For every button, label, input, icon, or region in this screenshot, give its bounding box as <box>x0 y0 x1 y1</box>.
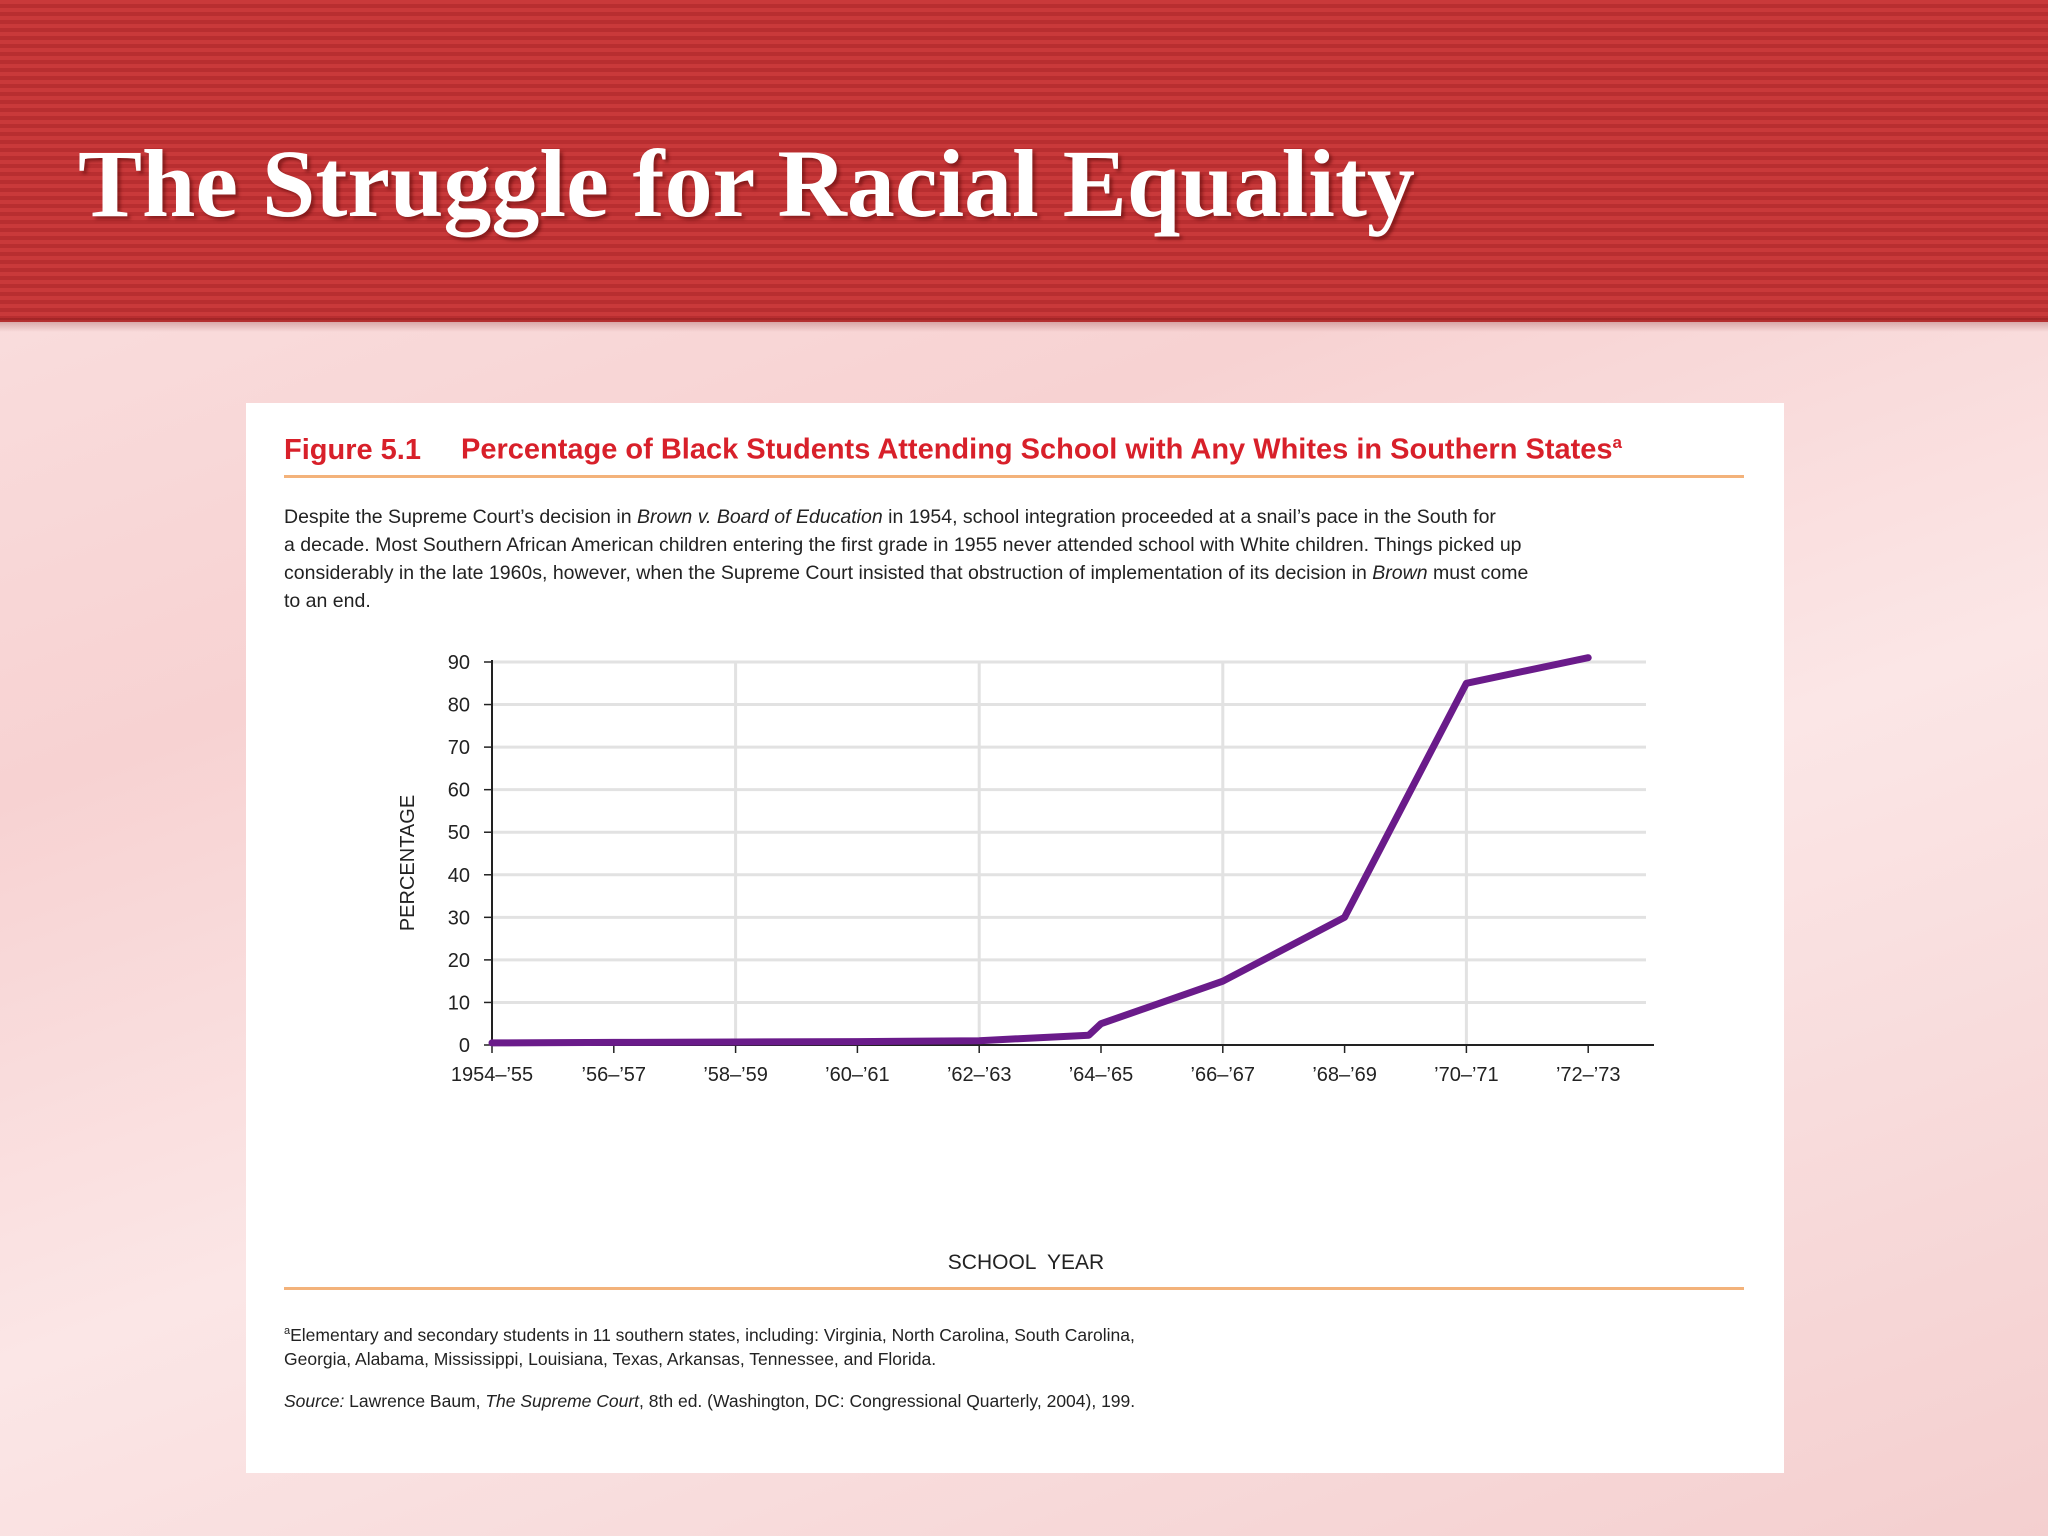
caption-line-4: to an end. <box>284 590 371 612</box>
slide-header-bar <box>0 0 2048 322</box>
y-tick-label: 40 <box>448 865 470 887</box>
x-tick-label: 1954–’55 <box>451 1064 533 1086</box>
source-text: , 8th ed. (Washington, DC: Congressional… <box>639 1391 1136 1411</box>
x-tick-label: ’62–’63 <box>947 1064 1012 1086</box>
y-tick-label: 60 <box>448 780 470 802</box>
y-tick-label: 90 <box>448 652 470 674</box>
footnote-line-1: aElementary and secondary students in 11… <box>284 1319 1384 1347</box>
figure-panel: Figure 5.1 Percentage of Black Students A… <box>246 403 1784 1473</box>
x-tick-label: ’58–’59 <box>703 1064 768 1086</box>
x-tick-label: ’56–’57 <box>582 1064 647 1086</box>
x-tick-label: ’68–’69 <box>1312 1064 1377 1086</box>
figure-title-text: Percentage of Black Students Attending S… <box>461 433 1613 466</box>
caption-case-name: Brown v. Board of Education <box>637 506 883 528</box>
caption-text: must come <box>1427 562 1529 584</box>
vertical-gridlines <box>734 662 1468 1045</box>
footnote-line-2: Georgia, Alabama, Mississippi, Louisiana… <box>284 1348 937 1369</box>
figure-title: Figure 5.1 Percentage of Black Students A… <box>284 433 1622 467</box>
figure-title-marker: a <box>1612 433 1623 452</box>
source-book-title: The Supreme Court <box>485 1391 640 1411</box>
y-tick-label: 20 <box>448 950 470 972</box>
x-tick-labels: 1954–’55 ’56–’57 ’58–’59 ’60–’61 ’62–’63 ’64–… <box>451 1064 1621 1086</box>
caption-line-2: a decade. Most Southern African American… <box>284 534 1522 556</box>
x-tick-label: ’60–’61 <box>825 1064 890 1086</box>
header-shadow <box>0 318 2048 332</box>
bottom-divider <box>284 1287 1744 1290</box>
line-chart: 0 10 20 30 40 50 60 70 80 90 1954–’55 ’56–’57 ’58–’… <box>397 652 1654 1274</box>
y-axis-label: PERCENTAGE <box>397 795 419 931</box>
caption-case-name: Brown <box>1372 562 1428 584</box>
y-tick-label: 70 <box>448 737 470 759</box>
y-tick-label: 10 <box>448 992 470 1014</box>
caption-line-1: Despite the Supreme Court’s decision in … <box>284 503 1754 531</box>
x-tick-label: ’70–’71 <box>1434 1064 1499 1086</box>
x-tick-label: ’64–’65 <box>1069 1064 1134 1086</box>
figure-caption: Despite the Supreme Court’s decision in … <box>284 503 1754 615</box>
figure-number: Figure 5.1 <box>284 433 421 466</box>
series-line <box>488 654 1592 1047</box>
footnote: aElementary and secondary students in 11… <box>284 1319 1384 1371</box>
y-tick-label: 0 <box>459 1035 470 1057</box>
source-text: Lawrence Baum, <box>344 1391 486 1411</box>
footnote-text: Elementary and secondary students in 11 … <box>290 1324 1135 1345</box>
footnote-marker: a <box>284 1325 291 1337</box>
axes <box>484 660 1654 1053</box>
x-axis-label: SCHOOL YEAR <box>948 1251 1104 1274</box>
y-tick-label: 50 <box>448 822 470 844</box>
caption-text: Despite the Supreme Court’s decision in <box>284 506 637 528</box>
caption-text: in 1954, school integration proceeded at… <box>882 506 1496 528</box>
y-tick-label: 30 <box>448 907 470 929</box>
y-tick-label: 80 <box>448 695 470 717</box>
top-divider <box>284 475 1744 478</box>
slide-title: The Struggle for Racial Equality <box>78 130 1415 237</box>
caption-text: considerably in the late 1960s, however,… <box>284 562 1373 584</box>
source-label: Source: <box>284 1391 345 1411</box>
x-tick-label: ’66–’67 <box>1191 1064 1256 1086</box>
source-citation: Source: Lawrence Baum, The Supreme Court… <box>284 1391 1135 1412</box>
x-tick-label: ’72–’73 <box>1556 1064 1621 1086</box>
y-tick-labels: 0 10 20 30 40 50 60 70 80 90 <box>448 652 470 1057</box>
horizontal-gridlines <box>492 660 1646 1004</box>
caption-line-3: considerably in the late 1960s, however,… <box>284 559 1754 587</box>
